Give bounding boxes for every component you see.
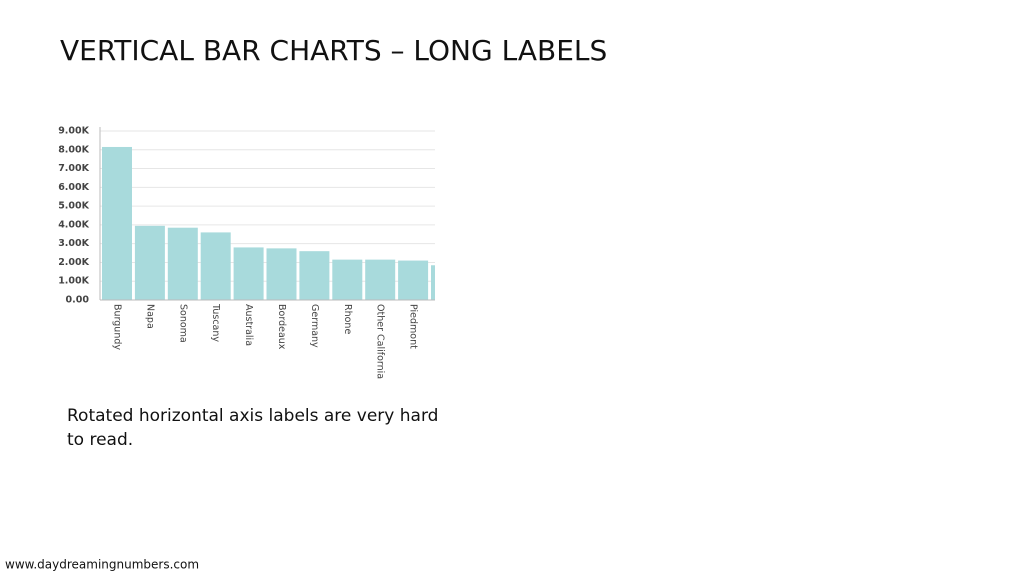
y-tick-label: 6.00K [58,182,89,193]
chart: 0.00 1.00K 2.00K 3.00K 4.00K 5.00K 6.00K 7.00K 8… [58,126,435,379]
bar [398,260,429,300]
bar [233,247,264,300]
slide-title: VERTICAL BAR CHARTS – LONG LABELS [60,34,607,67]
y-tick-label: 1.00K [58,276,89,287]
bar [299,251,330,300]
x-tick-label: Bordeaux [276,304,287,350]
x-tick-label: Germany [309,304,320,348]
bar [365,259,396,300]
x-tick-label: Australia [243,304,254,346]
caption-line: to read. [67,430,133,450]
bar [134,225,165,300]
x-tick-label: Burgundy [112,304,123,350]
caption-line: Rotated horizontal axis labels are very … [67,406,438,426]
x-tick-label: Rhone [342,304,353,334]
y-tick-label: 0.00 [66,295,90,306]
bar [200,232,231,300]
x-tick-label: Napa [144,304,155,329]
x-tick-label: Tuscany [210,303,221,342]
x-tick-label: Other California [375,304,386,379]
y-tick-label: 2.00K [58,257,89,268]
y-tick-label: 9.00K [58,126,89,137]
y-tick-label: 8.00K [58,144,89,155]
y-tick-label: 5.00K [58,201,89,212]
footer: www.daydreamingnumbers.com [5,558,199,572]
x-tick-label: Piedmont [408,304,419,349]
y-tick-label: 3.00K [58,238,89,249]
y-tick-label: 7.00K [58,163,89,174]
bar [167,227,198,300]
bar [431,265,435,300]
x-tick-label: Sonoma [177,304,188,343]
bar [102,146,132,300]
y-tick-label: 4.00K [58,219,89,230]
bar [332,259,363,300]
bar [266,248,297,300]
bars [102,146,435,300]
